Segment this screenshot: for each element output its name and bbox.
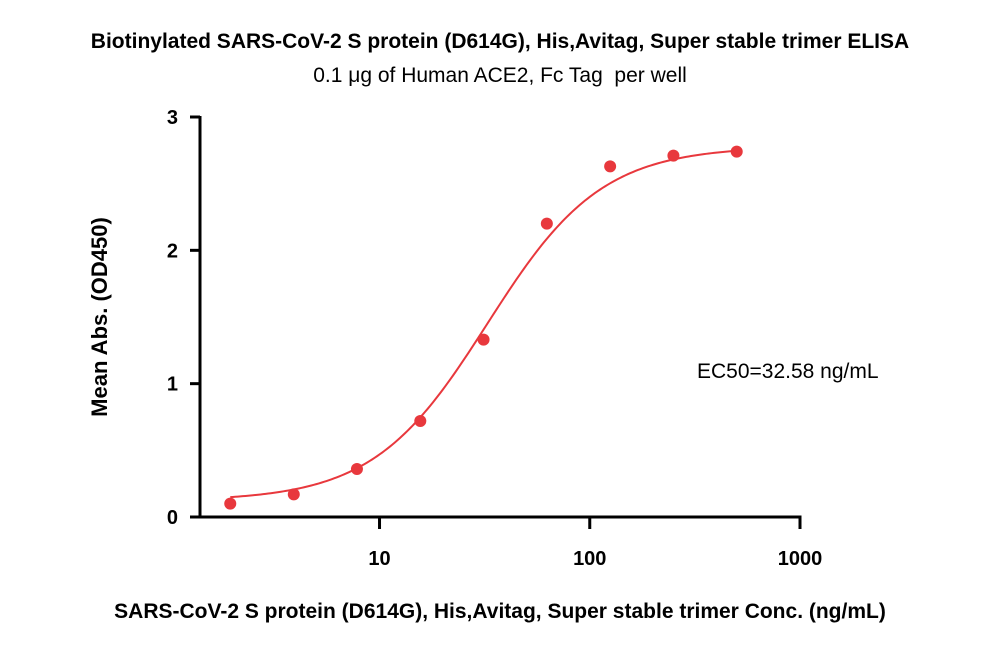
ec50-annotation: EC50=32.58 ng/mL [697, 360, 879, 383]
y-tick-label: 2 [167, 240, 178, 262]
fit-curve [230, 149, 737, 499]
x-axis-label: SARS-CoV-2 S protein (D614G), His,Avitag… [114, 600, 886, 623]
x-tick-label: 1000 [778, 548, 823, 570]
data-point [540, 217, 553, 230]
data-point [667, 149, 680, 162]
y-tick-label: 0 [167, 507, 178, 529]
data-point [730, 145, 743, 158]
data-point [604, 160, 617, 173]
x-tick-label: 100 [573, 548, 606, 570]
data-point [414, 415, 427, 427]
chart-title: Biotinylated SARS-CoV-2 S protein (D614G… [90, 30, 910, 53]
y-tick-label: 3 [167, 107, 178, 129]
data-point [477, 333, 490, 346]
y-tick-label: 1 [167, 374, 178, 396]
x-tick-label: 10 [368, 548, 390, 570]
chart-subtitle: 0.1 μg of Human ACE2, Fc Tag per well [313, 64, 687, 87]
data-point [224, 497, 237, 510]
data-point [350, 463, 363, 475]
data-point [287, 488, 300, 501]
y-axis-label: Mean Abs. (OD450) [87, 217, 112, 417]
